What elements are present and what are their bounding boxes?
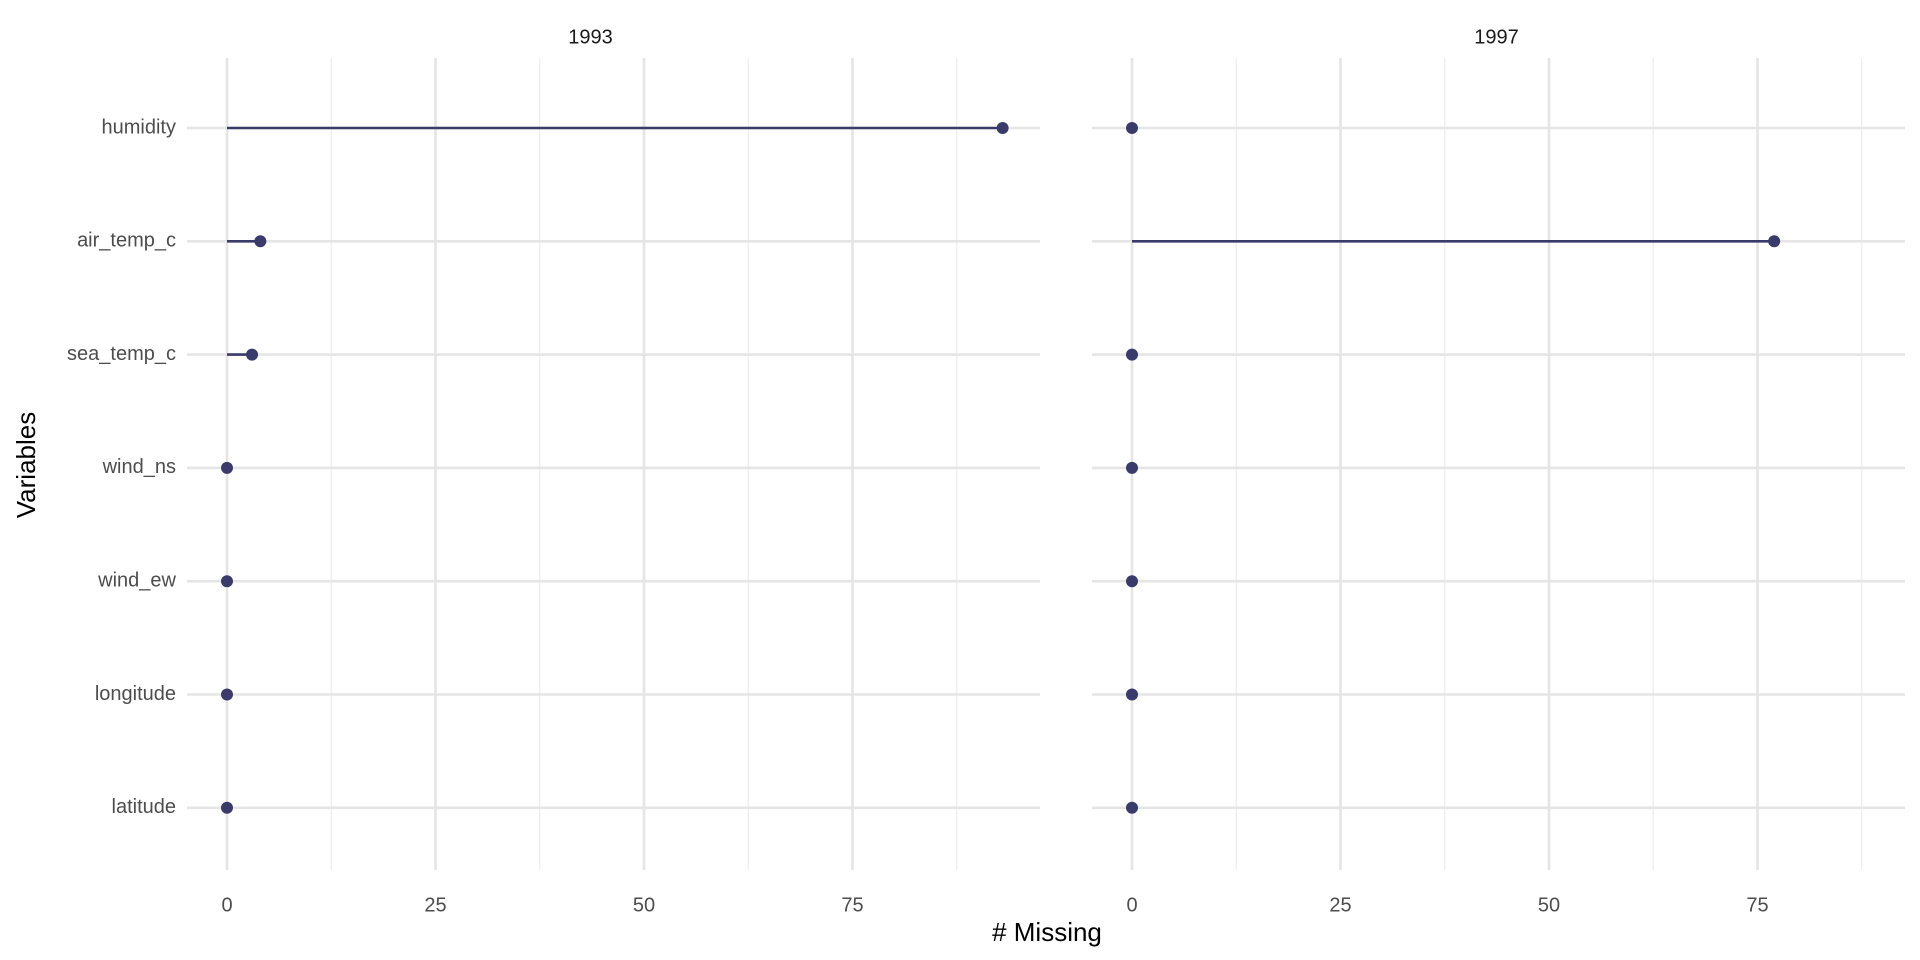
y-tick-label: wind_ns xyxy=(102,456,176,478)
y-tick-label: longitude xyxy=(95,683,176,705)
x-tick-label: 50 xyxy=(1538,894,1560,916)
facet-panel-1997: 1997 0 25 50 75 xyxy=(1092,26,1905,916)
y-tick-label: air_temp_c xyxy=(77,230,176,252)
lollipop-point-wind_ew xyxy=(1126,575,1138,588)
facet-panel-1993: 1993 0 25 50 75 xyxy=(187,26,1040,916)
lollipop-point-wind_ns xyxy=(221,461,233,474)
y-axis-title: Variables xyxy=(11,412,41,518)
lollipop-point-latitude xyxy=(1126,801,1138,814)
lollipop-point-latitude xyxy=(221,801,233,814)
lollipop-point-wind_ns xyxy=(1126,461,1138,474)
lollipop-point-sea_temp_c xyxy=(1126,348,1138,361)
facet-label-1993: 1993 xyxy=(568,26,613,48)
x-tick-label: 50 xyxy=(633,894,655,916)
y-tick-label: humidity xyxy=(102,116,176,138)
lollipop-point-sea_temp_c xyxy=(246,348,259,361)
lollipop-point-humidity xyxy=(996,122,1009,134)
x-tick-label: 75 xyxy=(1746,894,1768,916)
x-tick-label: 25 xyxy=(424,894,446,916)
lollipop-point-air_temp_c xyxy=(254,235,267,248)
lollipop-point-air_temp_c xyxy=(1768,235,1781,248)
x-tick-label: 0 xyxy=(221,894,232,916)
x-tick-label: 25 xyxy=(1329,894,1351,916)
facet-label-1997: 1997 xyxy=(1474,26,1519,48)
lollipop-point-humidity xyxy=(1126,122,1138,134)
lollipop-point-longitude xyxy=(1126,688,1138,701)
x-axis-title: # Missing xyxy=(992,917,1102,947)
y-tick-label: latitude xyxy=(112,796,177,818)
lollipop-point-longitude xyxy=(221,688,233,701)
lollipop-point-wind_ew xyxy=(221,575,233,588)
x-tick-label: 0 xyxy=(1126,894,1137,916)
y-tick-label: wind_ew xyxy=(97,569,176,591)
x-tick-label: 75 xyxy=(841,894,863,916)
y-tick-label: sea_temp_c xyxy=(67,343,176,365)
